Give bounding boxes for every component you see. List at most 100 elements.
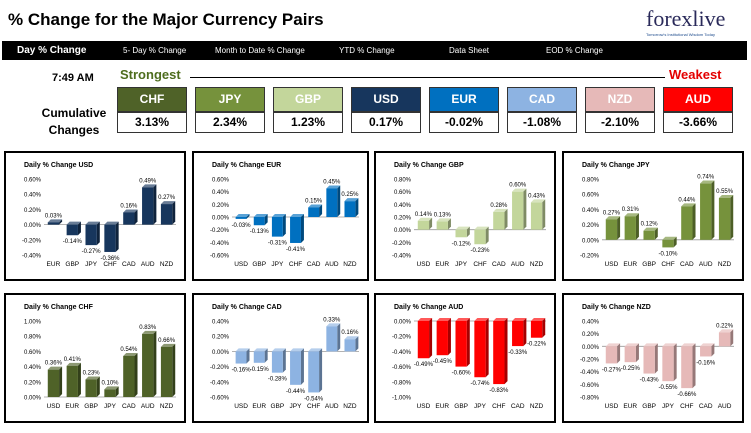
x-tick-label: NZD xyxy=(530,261,544,268)
data-label: -0.49% xyxy=(414,362,434,368)
bar-aud xyxy=(326,185,341,217)
y-tick-label: 0.40% xyxy=(582,208,600,214)
y-tick-label: 0.00% xyxy=(582,345,600,351)
x-tick-label: GBP xyxy=(270,403,284,410)
x-tick-label: JPY xyxy=(290,403,303,410)
y-tick-label: -0.20% xyxy=(210,228,230,234)
tab-eod-change[interactable]: EOD % Change xyxy=(546,46,603,55)
x-tick-label: GBP xyxy=(454,403,468,410)
bar-jpy xyxy=(85,221,100,246)
x-tick-label: EUR xyxy=(623,403,637,410)
data-label: -0.16% xyxy=(232,368,252,374)
x-tick-label: USD xyxy=(417,403,431,410)
currency-change-jpy: 2.34% xyxy=(195,112,265,133)
y-tick-label: 0.00% xyxy=(212,350,230,356)
y-tick-label: -0.20% xyxy=(22,238,42,244)
data-label: 0.27% xyxy=(603,210,621,216)
tab-ytd-change[interactable]: YTD % Change xyxy=(339,46,395,55)
data-label: -0.27% xyxy=(82,249,102,255)
data-label: 0.25% xyxy=(341,192,359,198)
forexlive-logo[interactable]: forexlive Tomorrow's Institutional Wisdo… xyxy=(646,6,734,40)
x-tick-label: CAD xyxy=(307,261,321,268)
strongest-label: Strongest xyxy=(120,67,181,82)
data-label: -0.74% xyxy=(470,381,490,387)
weakest-label: Weakest xyxy=(669,67,722,82)
x-tick-label: AUD xyxy=(141,261,155,268)
y-tick-label: 0.60% xyxy=(24,178,42,184)
data-label: -0.28% xyxy=(268,377,288,383)
x-tick-label: USD xyxy=(47,403,61,410)
data-label: -0.44% xyxy=(286,389,306,395)
y-tick-label: 0.20% xyxy=(582,223,600,229)
chart-title: Daily % Change JPY xyxy=(582,162,650,169)
data-label: -0.55% xyxy=(658,385,678,391)
x-tick-label: GBP xyxy=(642,261,656,268)
logo-text: forexlive xyxy=(646,6,726,31)
x-tick-label: CHF xyxy=(473,261,486,268)
data-label: 0.31% xyxy=(622,207,640,213)
x-tick-label: JPY xyxy=(662,403,675,410)
y-tick-label: 0.00% xyxy=(24,223,42,229)
y-tick-label: -0.20% xyxy=(392,335,412,341)
y-tick-label: 0.20% xyxy=(582,332,600,338)
y-tick-label: 1.00% xyxy=(24,320,42,326)
bar-chf xyxy=(308,348,323,393)
data-label: -0.03% xyxy=(232,223,252,229)
bar-gbp xyxy=(85,376,100,397)
data-label: 0.55% xyxy=(716,189,734,195)
chart-panel-chf: Daily % Change CHF 0.00% 0.20% 0.40% 0.60% 0.… xyxy=(4,293,186,423)
chart-title: Daily % Change USD xyxy=(24,162,93,169)
bar-eur xyxy=(624,343,639,363)
x-tick-label: CAD xyxy=(511,403,525,410)
y-tick-label: -1.00% xyxy=(392,396,412,402)
y-tick-label: 0.00% xyxy=(582,238,600,244)
currency-change-aud: -3.66% xyxy=(663,112,733,133)
bar-gbp xyxy=(643,227,658,240)
bar-chart: Daily % Change NZD-0.80%-0.60%-0.40%-0.2… xyxy=(580,304,734,410)
bar-chart: Daily % Change CHF0.00%0.20%0.40%0.60%0.… xyxy=(24,304,176,410)
y-tick-label: 0.60% xyxy=(394,190,412,196)
data-label: 0.28% xyxy=(490,203,508,209)
currency-box-aud: AUD xyxy=(663,87,733,112)
data-label: 0.66% xyxy=(158,338,176,344)
bar-usd xyxy=(605,216,621,240)
x-tick-label: GBP xyxy=(252,261,266,268)
data-label: 0.33% xyxy=(323,317,341,323)
x-tick-label: GBP xyxy=(84,403,98,410)
x-tick-label: USD xyxy=(605,261,619,268)
tab-day-change[interactable]: Day % Change xyxy=(17,45,87,56)
data-label: -0.15% xyxy=(250,367,270,373)
currency-change-gbp: 1.23% xyxy=(273,112,343,133)
tab-month-to-date-change[interactable]: Month to Date % Change xyxy=(215,46,305,55)
bar-chf xyxy=(662,236,677,248)
data-label: 0.60% xyxy=(509,183,527,189)
tab-data-sheet[interactable]: Data Sheet xyxy=(449,46,490,55)
x-tick-label: CHF xyxy=(680,403,693,410)
x-tick-label: USD xyxy=(234,403,248,410)
x-tick-label: JPY xyxy=(271,261,284,268)
bar-usd xyxy=(417,318,433,359)
tab-5-day-change[interactable]: 5- Day % Change xyxy=(123,46,187,55)
data-label: -0.66% xyxy=(677,392,697,398)
x-tick-label: EUR xyxy=(252,403,266,410)
y-tick-label: 0.40% xyxy=(212,190,230,196)
bar-eur xyxy=(436,218,451,230)
x-tick-label: AUD xyxy=(325,403,339,410)
bar-usd xyxy=(417,217,433,230)
x-tick-label: EUR xyxy=(47,261,61,268)
chart-title: Daily % Change AUD xyxy=(394,304,463,311)
y-tick-label: 0.20% xyxy=(394,216,412,222)
bar-nzd xyxy=(160,343,176,397)
bar-chart: Daily % Change JPY-0.20%0.00%0.20%0.40%0… xyxy=(580,162,734,268)
data-label: 0.27% xyxy=(158,195,176,201)
bar-nzd xyxy=(344,336,359,352)
bar-chf xyxy=(290,214,304,243)
logo-tagline: Tomorrow's Institutional Wisdom Today xyxy=(646,32,715,37)
bar-jpy xyxy=(662,343,677,382)
bar-chf xyxy=(493,318,508,385)
currency-box-jpy: JPY xyxy=(195,87,265,112)
x-tick-label: GBP xyxy=(642,403,656,410)
data-label: 0.16% xyxy=(120,203,138,209)
y-tick-label: 0.40% xyxy=(212,320,230,326)
chart-title: Daily % Change CHF xyxy=(24,304,94,311)
